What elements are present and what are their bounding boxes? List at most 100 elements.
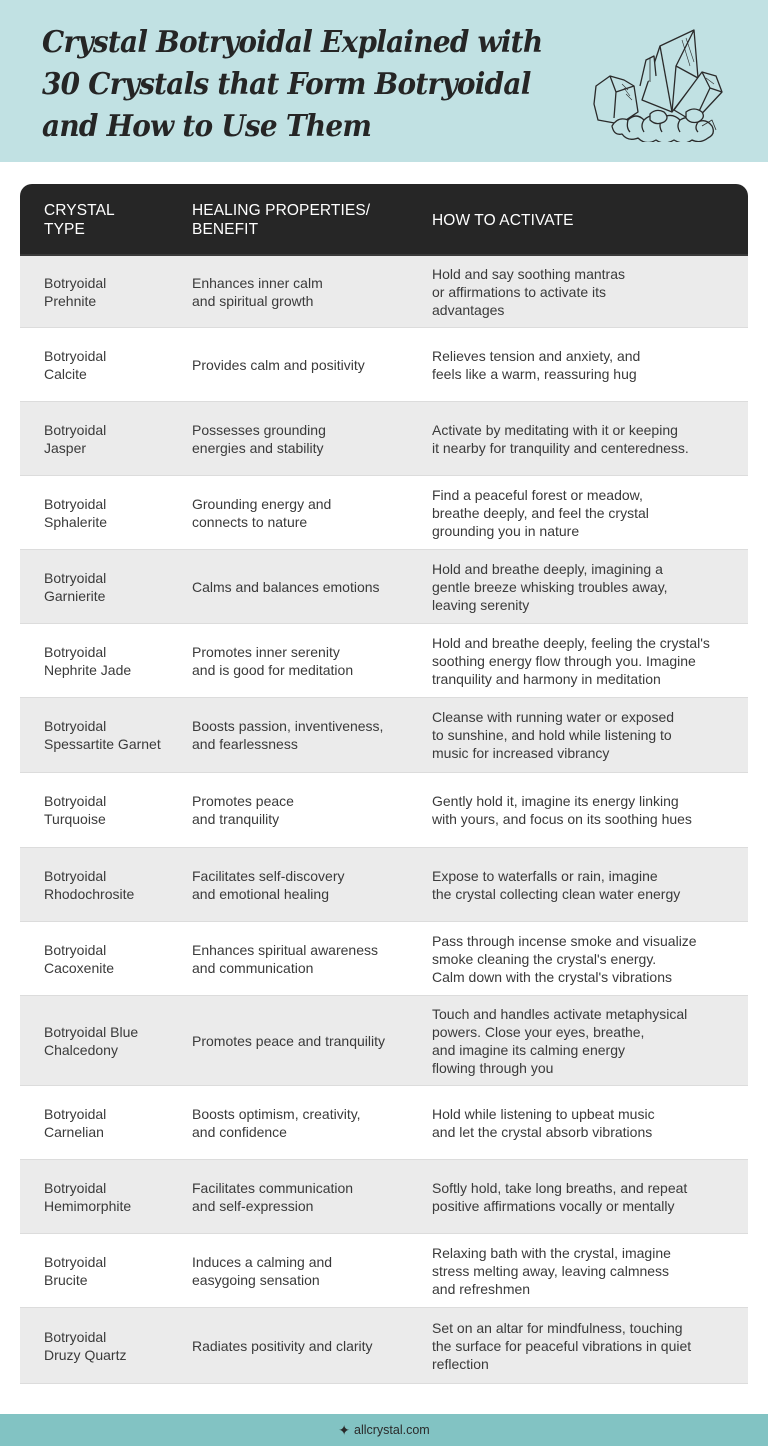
cell-text-line: Botryoidal [44,1179,107,1196]
cell-text-line: easygoing sensation [192,1271,320,1288]
cell-text-line: Promotes peace [192,793,294,809]
table-row: Botryoidal Rhodochrosite Facilitates self-… [20,848,748,922]
table-row: Botryoidal Brucite Induces a calming and ea… [20,1234,748,1308]
cell-text-line: Calm down with the crystal's vibrations [432,968,672,985]
cell-text-line: Hold and say soothing mantras [432,265,625,282]
column-header-how-to-activate: HOW TO ACTIVATE [432,184,732,256]
cell-text-line: Jasper [44,439,87,456]
cell-text-line: Facilitates self-discovery [192,867,345,884]
benefit-cell: Facilitates communication and self-expres… [192,1160,427,1233]
activation-cell: Hold and breathe deeply, feeling the cry… [432,624,742,697]
cell-text-line: Botryoidal [44,421,107,438]
cell-text-line: Rhodochrosite [44,885,135,902]
cell-text-line: Botryoidal [44,793,107,809]
cell-text-line: Touch and handles activate metaphysical [432,1005,688,1022]
activation-cell: Relaxing bath with the crystal, imagine s… [432,1234,742,1307]
cell-text-line: and communication [192,959,314,976]
cell-text-line: and tranquility [192,811,280,827]
page-title: Crystal Botryoidal Explained with 30 Cry… [42,22,544,148]
cell-text-line: with yours, and focus on its soothing hu… [432,811,692,827]
crystal-type-cell: Botryoidal Rhodochrosite [44,848,189,921]
activation-cell: Pass through incense smoke and visualize… [432,922,742,995]
activation-cell: Hold and say soothing mantras or affirmat… [432,256,742,327]
cell-text-line: Botryoidal Blue [44,1023,139,1040]
benefit-cell: Possesses grounding energies and stabilit… [192,402,427,475]
table-row: Botryoidal Garnierite Calms and balances e… [20,550,748,624]
benefit-cell: Promotes inner serenity and is good for m… [192,624,427,697]
crystal-type-cell: Botryoidal Spessartite Garnet [44,698,189,772]
benefit-cell: Enhances spiritual awareness and communic… [192,922,427,995]
cell-text-line: Boosts optimism, creativity, [192,1105,361,1122]
cell-text-line: Enhances spiritual awareness [192,941,378,958]
cell-text-line: to sunshine, and hold while listening to [432,727,672,743]
cell-text-line: Botryoidal [44,941,107,958]
benefit-cell: Promotes peace and tranquility [192,996,427,1085]
activation-cell: Gently hold it, imagine its energy linki… [432,773,742,847]
activation-cell: Touch and handles activate metaphysical p… [432,996,742,1085]
cell-text-line: and spiritual growth [192,292,314,309]
table-header: CRYSTAL TYPE HEALING PROPERTIES/BENEFIT H… [20,184,748,256]
crystal-type-cell: Botryoidal Prehnite [44,256,189,327]
table-row: Botryoidal Cacoxenite Enhances spiritual a… [20,922,748,996]
cell-text-line: Botryoidal [44,643,107,660]
cell-text-line: Possesses grounding [192,421,326,438]
cell-text-line: Spessartite Garnet [44,736,161,752]
header-text: HOW TO ACTIVATE [432,211,574,229]
benefit-cell: Induces a calming and easygoing sensation [192,1234,427,1307]
cell-text-line: gentle breeze whisking troubles away, [432,578,668,595]
cell-text-line: Gently hold it, imagine its energy linki… [432,793,679,809]
cell-text-line: Expose to waterfalls or rain, imagine [432,867,658,884]
cell-text-line: powers. Close your eyes, breathe, [432,1023,645,1040]
cell-text-line: Brucite [44,1271,88,1288]
cell-text-line: Promotes inner serenity [192,643,340,660]
cell-text-line: connects to nature [192,513,308,530]
cell-text-line: Sphalerite [44,513,108,530]
cell-text-line: Pass through incense smoke and visualize [432,932,697,949]
table-row: Botryoidal Nephrite Jade Promotes inner se… [20,624,748,698]
benefit-cell: Enhances inner calm and spiritual growth [192,256,427,327]
cell-text-line: stress melting away, leaving calmness [432,1262,670,1279]
cell-text-line: the surface for peaceful vibrations in q… [432,1337,692,1354]
table-row: Botryoidal Spessartite Garnet Boosts passi… [20,698,748,773]
crystal-type-cell: Botryoidal Calcite [44,328,189,401]
cell-text-line: it nearby for tranquility and centeredne… [432,439,689,456]
cell-text-line: or affirmations to activate its [432,283,607,300]
benefit-cell: Boosts optimism, creativity, and confiden… [192,1086,427,1159]
cell-text-line: Calms and balances emotions [192,578,380,595]
table-row: Botryoidal Druzy Quartz Radiates positivit… [20,1308,748,1384]
cell-text-line: Radiates positivity and clarity [192,1337,373,1354]
cell-text-line: Botryoidal [44,347,107,364]
cell-text-line: Hold and breathe deeply, feeling the cry… [432,634,710,651]
header-text: HEALING PROPERTIES/ [192,202,371,219]
activation-cell: Relieves tension and anxiety, and feels l… [432,328,742,401]
cell-text-line: and confidence [192,1123,287,1140]
cell-text-line: grounding you in nature [432,522,580,539]
cell-text-line: and self-expression [192,1197,314,1214]
cell-text-line: Botryoidal [44,1253,107,1270]
cell-text-line: Provides calm and positivity [192,356,365,373]
hero-banner: Crystal Botryoidal Explained with 30 Cry… [0,0,768,162]
cell-text-line: Facilitates communication [192,1179,354,1196]
activation-cell: Hold and breathe deeply, imagining a gent… [432,550,742,623]
cell-text-line: breathe deeply, and feel the crystal [432,504,649,521]
cell-text-line: Chalcedony [44,1041,118,1058]
activation-cell: Softly hold, take long breaths, and repe… [432,1160,742,1233]
cell-text-line: flowing through you [432,1059,554,1076]
benefit-cell: Provides calm and positivity [192,328,427,401]
table-row: Botryoidal Carnelian Boosts optimism, crea… [20,1086,748,1160]
benefit-cell: Promotes peace and tranquility [192,773,427,847]
cell-text-line: leaving serenity [432,596,530,613]
header-text: CRYSTAL [44,202,115,219]
header-text: TYPE [44,221,85,238]
activation-cell: Set on an altar for mindfulness, touchin… [432,1308,742,1383]
benefit-cell: Radiates positivity and clarity [192,1308,427,1383]
table-row: Botryoidal Sphalerite Grounding energy and… [20,476,748,550]
cell-text-line: music for increased vibrancy [432,745,610,761]
table-row: Botryoidal Turquoise Promotes peace and tra… [20,773,748,848]
cell-text-line: reflection [432,1355,489,1372]
cell-text-line: Nephrite Jade [44,661,132,678]
activation-cell: Cleanse with running water or exposed to … [432,698,742,772]
cell-text-line: positive affirmations vocally or mentall… [432,1197,675,1214]
activation-cell: Hold while listening to upbeat music and … [432,1086,742,1159]
activation-cell: Find a peaceful forest or meadow, breathe… [432,476,742,549]
